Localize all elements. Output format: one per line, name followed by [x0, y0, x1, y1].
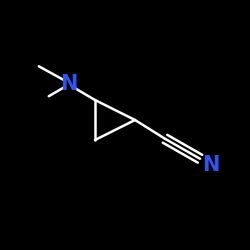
Text: N: N: [60, 74, 78, 94]
Text: N: N: [202, 155, 220, 175]
